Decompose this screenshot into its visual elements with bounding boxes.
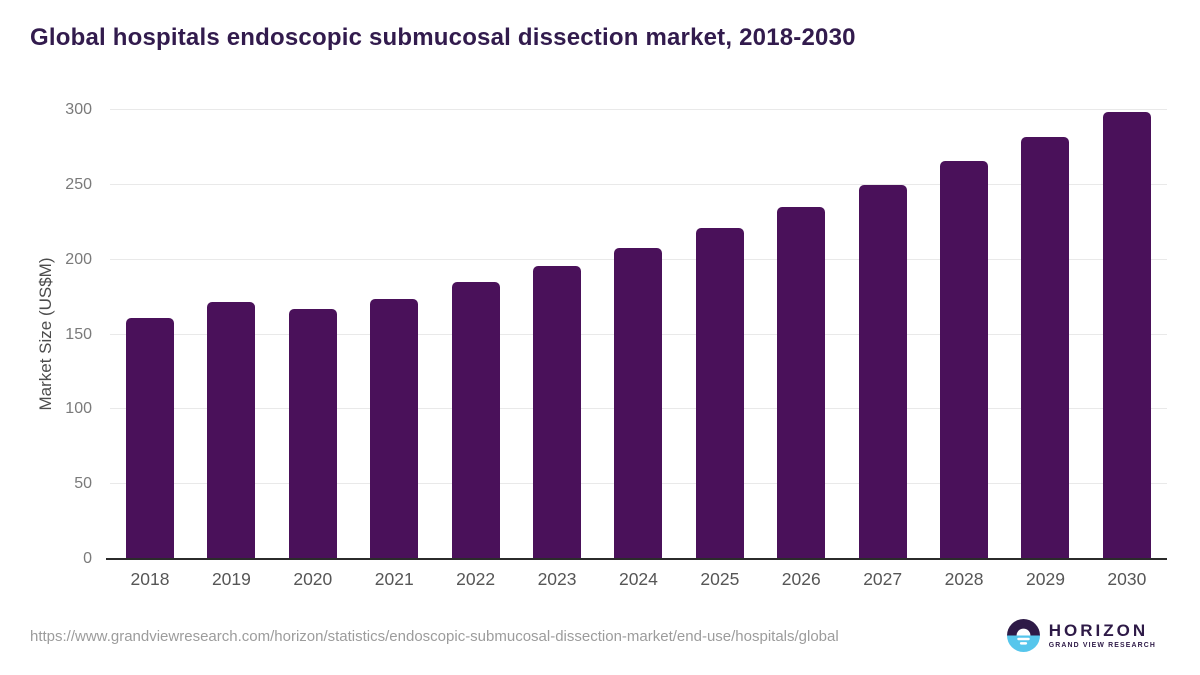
x-tick-label-2030: 2030	[1107, 569, 1147, 589]
bar-2024	[614, 247, 663, 559]
bar-2020	[288, 309, 337, 559]
y-tick-label-50: 50	[74, 475, 92, 493]
brand-logo: HORIZON GRAND VIEW RESEARCH	[1006, 619, 1156, 652]
horizon-sun-over-water-icon	[1006, 619, 1040, 652]
bar-2028	[940, 160, 989, 559]
bar-2025	[695, 228, 744, 559]
x-tick-label-2027: 2027	[863, 569, 903, 589]
y-tick-label-150: 150	[65, 325, 92, 343]
y-tick-label-250: 250	[65, 175, 92, 193]
brand-logo-text: HORIZON GRAND VIEW RESEARCH	[1049, 622, 1156, 649]
x-tick-label-2021: 2021	[374, 569, 414, 589]
brand-name: HORIZON	[1048, 621, 1149, 641]
bar-2030	[1102, 111, 1151, 559]
x-tick-label-2029: 2029	[1026, 569, 1065, 589]
y-tick-label-300: 300	[65, 101, 92, 118]
x-tick-label-2026: 2026	[781, 569, 821, 589]
bar-series	[110, 110, 1167, 559]
bar-2029	[1021, 136, 1070, 559]
x-tick-label-2020: 2020	[293, 569, 333, 589]
x-tick-label-2024: 2024	[618, 569, 658, 589]
gridline-300	[110, 109, 1167, 110]
bar-2018	[126, 318, 174, 559]
brand-subtitle: GRAND VIEW RESEARCH	[1048, 641, 1156, 649]
bar-2021	[370, 298, 419, 559]
x-tick-label-2019: 2019	[211, 569, 251, 589]
bar-chart-plot-area: 0 50 100 150 200 250 300 2018 2019 2020 2021 2022 2…	[65, 101, 1167, 589]
y-tick-label-200: 200	[65, 250, 92, 268]
x-tick-label-2028: 2028	[944, 569, 984, 589]
x-axis-labels: 2018 2019 2020 2021 2022 2023 2024 2025 2026 2027…	[110, 569, 1167, 590]
gridline-250	[110, 183, 1167, 185]
source-url: https://www.grandviewresearch.com/horizo…	[30, 628, 839, 645]
bar-2027	[858, 184, 907, 559]
x-tick-label-2025: 2025	[700, 569, 740, 589]
bar-2026	[777, 207, 826, 559]
x-axis-line	[106, 558, 1167, 560]
bar-2019	[207, 301, 256, 559]
bar-2022	[451, 282, 500, 559]
bar-2023	[533, 265, 582, 559]
y-tick-label-0: 0	[83, 550, 92, 567]
x-tick-label-2018: 2018	[130, 569, 170, 589]
x-tick-label-2023: 2023	[537, 569, 577, 589]
page-title: Global hospitals endoscopic submucosal d…	[30, 24, 856, 51]
x-tick-label-2022: 2022	[456, 569, 496, 589]
y-tick-label-100: 100	[65, 400, 92, 418]
